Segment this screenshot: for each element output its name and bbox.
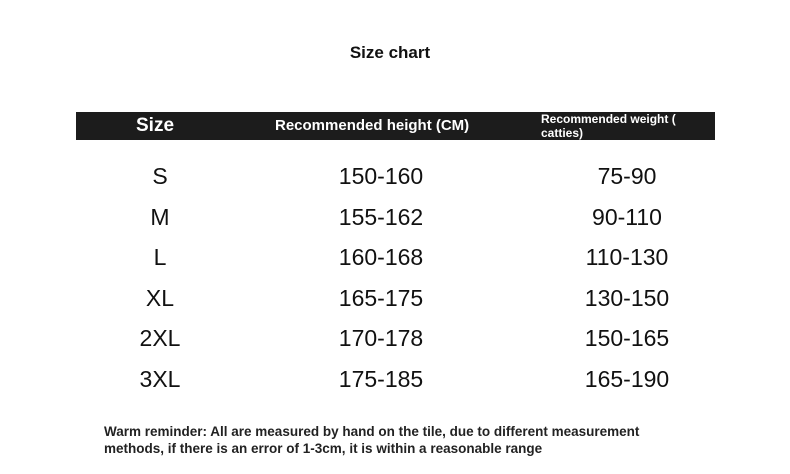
table-row: XL 165-175 130-150 [0, 285, 790, 325]
height-cell: 165-175 [338, 284, 424, 311]
table-row: 3XL 175-185 165-190 [0, 366, 790, 406]
weight-cell: 165-190 [584, 366, 670, 392]
header-height: Recommended height (CM) [275, 117, 470, 134]
height-cell: 160-168 [338, 244, 424, 271]
weight-cell: 75-90 [597, 163, 657, 189]
weight-cell: 130-150 [584, 284, 670, 311]
note-line-2: methods, if there is an error of 1-3cm, … [104, 441, 543, 456]
chart-title: Size chart [349, 43, 431, 62]
table-row: M 155-162 90-110 [0, 204, 790, 244]
header-weight: Recommended weight ( catties) [541, 112, 676, 140]
table-row: 2XL 170-178 150-165 [0, 325, 790, 365]
note-line-1: Warm reminder: All are measured by hand … [104, 424, 640, 439]
weight-cell: 110-130 [585, 244, 669, 271]
weight-cell: 90-110 [592, 203, 662, 230]
weight-cell: 150-165 [584, 325, 670, 352]
size-cell: M [150, 203, 170, 230]
height-cell: 150-160 [338, 163, 424, 189]
height-cell: 170-178 [338, 325, 424, 352]
size-cell: L [153, 244, 167, 271]
size-cell: S [152, 163, 168, 189]
table-row: L 160-168 110-130 [0, 244, 790, 284]
warm-reminder: Warm reminder: All are measured by hand … [104, 423, 639, 457]
header-size: Size [136, 115, 175, 136]
height-cell: 175-185 [338, 366, 424, 392]
size-cell: XL [145, 284, 175, 311]
size-cell: 2XL [139, 325, 181, 352]
size-cell: 3XL [139, 366, 181, 392]
table-row: S 150-160 75-90 [0, 163, 790, 203]
table-header: Size Recommended height (CM) Recommended… [76, 112, 715, 140]
height-cell: 155-162 [338, 203, 424, 230]
